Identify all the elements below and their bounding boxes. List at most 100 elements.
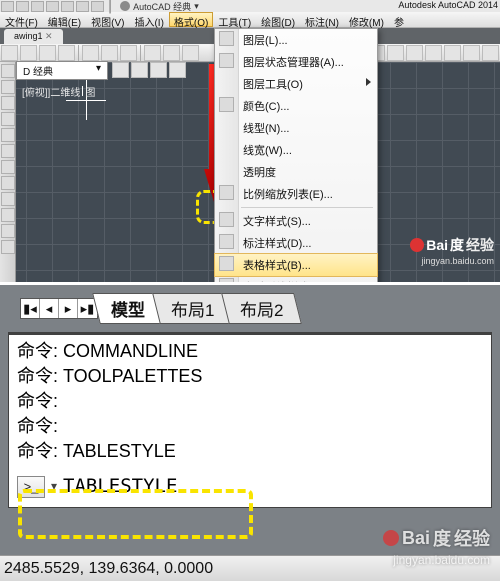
file-tab[interactable]: awing1 ✕	[4, 29, 63, 44]
menu-item[interactable]: 表格样式(B)...	[215, 254, 377, 276]
menu-item-icon	[219, 278, 234, 282]
coordinates-readout: 2485.5529, 139.6364, 0.0000	[4, 560, 213, 578]
command-history-line: 命令: TABLESTYLE	[17, 439, 483, 464]
menu-item-label: 文字样式(S)...	[243, 216, 311, 228]
menu-item[interactable]: 颜色(C)...	[215, 95, 377, 117]
qat-open-icon[interactable]	[31, 1, 44, 12]
nav-next-icon[interactable]: ▸	[59, 299, 78, 318]
menu-item[interactable]: 标注样式(D)...	[215, 232, 377, 254]
watermark-text: Bai	[402, 528, 430, 549]
tool-icon[interactable]	[1, 224, 15, 238]
tool-icon[interactable]	[1, 80, 15, 94]
tool-icon[interactable]	[1, 64, 15, 78]
tool-icon[interactable]	[1, 208, 15, 222]
chevron-down-icon[interactable]: ▾	[51, 474, 57, 499]
menu-item[interactable]: 图层状态管理器(A)...	[215, 51, 377, 73]
menu-item[interactable]: 透明度	[215, 161, 377, 183]
tool-icon[interactable]	[387, 45, 404, 61]
menu-7[interactable]: 标注(N)	[300, 12, 344, 27]
chevron-down-icon: ▾	[96, 63, 101, 78]
prompt-glyph: >_	[24, 474, 39, 499]
tool-icon[interactable]	[58, 45, 75, 61]
format-menu-dropdown: 图层(L)...图层状态管理器(A)...图层工具(O) 颜色(C)... 线型(N…	[214, 28, 378, 282]
tool-icon[interactable]	[169, 62, 186, 78]
view-label-right: 图	[85, 88, 95, 99]
tool-icon[interactable]	[482, 45, 499, 61]
watermark-text: 经验	[466, 235, 494, 255]
tool-icon[interactable]	[163, 45, 180, 61]
nav-first-icon[interactable]: ▮◂	[21, 299, 40, 318]
menu-6[interactable]: 绘图(D)	[256, 12, 300, 27]
tool-icon[interactable]	[182, 45, 199, 61]
menu-item[interactable]: 多重引线样式(I)	[215, 276, 377, 282]
workspace-combo-qat[interactable]: AutoCAD 经典 ▾	[120, 0, 199, 13]
tool-icon[interactable]	[150, 62, 167, 78]
tool-icon[interactable]	[1, 160, 15, 174]
tool-icon[interactable]	[1, 128, 15, 142]
command-input[interactable]: TABLESTYLE	[63, 474, 177, 499]
menu-item[interactable]: 线宽(W)...	[215, 139, 377, 161]
menu-9[interactable]: 参	[389, 12, 409, 27]
tool-icon[interactable]	[1, 45, 18, 61]
qat-print-icon[interactable]	[61, 1, 74, 12]
menu-1[interactable]: 编辑(E)	[43, 12, 86, 27]
layout-tab-label: 布局1	[171, 296, 214, 321]
qat-save-icon[interactable]	[46, 1, 59, 12]
menu-item[interactable]: 图层工具(O)	[215, 73, 377, 95]
watermark-text: 度	[433, 525, 451, 551]
tool-icon[interactable]	[406, 45, 423, 61]
view-label-left: [俯视]]二维线	[22, 88, 80, 99]
qat-new-icon[interactable]	[16, 1, 29, 12]
tool-icon[interactable]	[1, 192, 15, 206]
menu-item[interactable]: 图层(L)...	[215, 29, 377, 51]
tool-icon[interactable]	[20, 45, 37, 61]
file-tab-label: awing1	[14, 31, 43, 41]
workspace-combo-label: D 经典	[23, 63, 53, 78]
tool-icon[interactable]	[39, 45, 56, 61]
baidu-paw-icon	[410, 238, 424, 252]
menu-item-label: 颜色(C)...	[243, 101, 289, 113]
menu-item[interactable]: 比例缩放列表(E)...	[215, 183, 377, 205]
menu-item-label: 透明度	[243, 167, 276, 179]
nav-prev-icon[interactable]: ◂	[40, 299, 59, 318]
tool-icon[interactable]	[101, 45, 118, 61]
menu-3[interactable]: 插入(I)	[129, 12, 168, 27]
tool-icon[interactable]	[120, 45, 137, 61]
tool-icon[interactable]	[1, 240, 15, 254]
tool-icon[interactable]	[444, 45, 461, 61]
text-cursor	[82, 86, 83, 96]
watermark-url: jingyan.baidu.com	[410, 256, 494, 266]
tool-icon[interactable]	[131, 62, 148, 78]
close-icon[interactable]: ✕	[45, 31, 53, 41]
qat-redo-icon[interactable]	[91, 1, 104, 12]
menu-item[interactable]: 线型(N)...	[215, 117, 377, 139]
menu-5[interactable]: 工具(T)	[213, 12, 256, 27]
command-prompt-icon[interactable]: >_	[17, 476, 45, 498]
crosshair-h-icon	[66, 100, 106, 101]
tool-icon[interactable]	[463, 45, 480, 61]
qat-app-button[interactable]	[1, 1, 14, 12]
menu-8[interactable]: 修改(M)	[344, 12, 389, 27]
menu-item[interactable]: 文字样式(S)...	[215, 210, 377, 232]
menu-0[interactable]: 文件(F)	[0, 12, 43, 27]
tool-icon[interactable]	[144, 45, 161, 61]
tool-icon[interactable]	[1, 176, 15, 190]
menu-4[interactable]: 格式(O)	[169, 12, 213, 27]
tool-icon[interactable]	[1, 96, 15, 110]
command-history-panel: 命令: COMMANDLINE命令: TOOLPALETTES命令: 命令: 命…	[8, 332, 492, 508]
tool-icon[interactable]	[425, 45, 442, 61]
baidu-paw-icon	[383, 530, 399, 546]
menu-item-icon	[219, 53, 234, 68]
tool-icon[interactable]	[1, 144, 15, 158]
layout-tab-label: 布局2	[240, 296, 283, 321]
layout-tab[interactable]: 布局2	[222, 293, 303, 324]
menu-item-icon	[219, 212, 234, 227]
layout-tab[interactable]: 布局1	[152, 293, 233, 324]
title-bar: | AutoCAD 经典 ▾ Autodesk AutoCAD 2014	[0, 0, 500, 12]
tool-icon[interactable]	[82, 45, 99, 61]
menu-item-icon	[219, 256, 234, 271]
qat-undo-icon[interactable]	[76, 1, 89, 12]
tool-icon[interactable]	[1, 112, 15, 126]
workspace-combo[interactable]: D 经典 ▾	[16, 61, 108, 80]
tool-icon[interactable]	[112, 62, 129, 78]
